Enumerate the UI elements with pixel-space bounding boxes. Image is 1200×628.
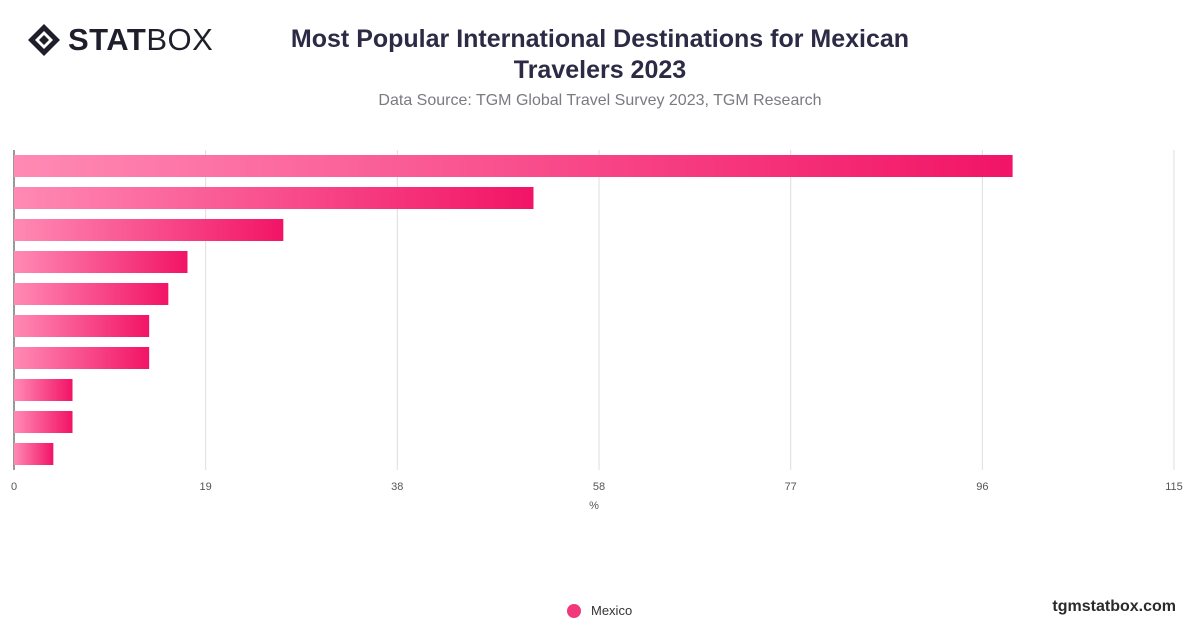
- x-tick-label: 77: [785, 481, 797, 493]
- x-axis-title: %: [589, 500, 599, 512]
- bar[interactable]: [14, 347, 150, 369]
- x-tick-label: 115: [1165, 481, 1183, 493]
- logo-stat-text: STAT: [68, 22, 147, 57]
- statbox-logo: STATBOX: [26, 22, 213, 58]
- bar[interactable]: [14, 315, 150, 337]
- legend[interactable]: Mexico: [567, 603, 632, 618]
- legend-marker-icon: [567, 603, 581, 618]
- chart-title-line-2: Travelers 2023: [513, 56, 687, 84]
- logo-wordmark: STATBOX: [68, 22, 213, 58]
- website-label: tgmstatbox.com: [1052, 598, 1176, 615]
- bar[interactable]: [14, 283, 169, 305]
- bar[interactable]: [14, 155, 1013, 177]
- chart-subtitle: Data Source: TGM Global Travel Survey 20…: [378, 92, 822, 109]
- x-tick-label: 58: [593, 481, 605, 493]
- diamond-logo-icon: [28, 24, 60, 56]
- x-tick-label: 38: [391, 481, 403, 493]
- x-axis-ticks: 0 19 38 58 77 96 115: [11, 481, 1183, 493]
- bars: [14, 155, 1013, 465]
- logo-box-text: BOX: [146, 22, 214, 57]
- bar[interactable]: [14, 219, 284, 241]
- bar[interactable]: [14, 443, 54, 465]
- x-tick-label: 19: [200, 481, 212, 493]
- bar[interactable]: [14, 187, 534, 209]
- bar[interactable]: [14, 411, 73, 433]
- chart-title: Most Popular International Destinations …: [200, 24, 1000, 86]
- bar[interactable]: [14, 379, 73, 401]
- chart-title-line-1: Most Popular International Destinations …: [290, 25, 910, 53]
- bar[interactable]: [14, 251, 188, 273]
- x-tick-label: 0: [11, 481, 17, 493]
- legend-label: Mexico: [591, 603, 633, 618]
- x-tick-label: 96: [976, 481, 988, 493]
